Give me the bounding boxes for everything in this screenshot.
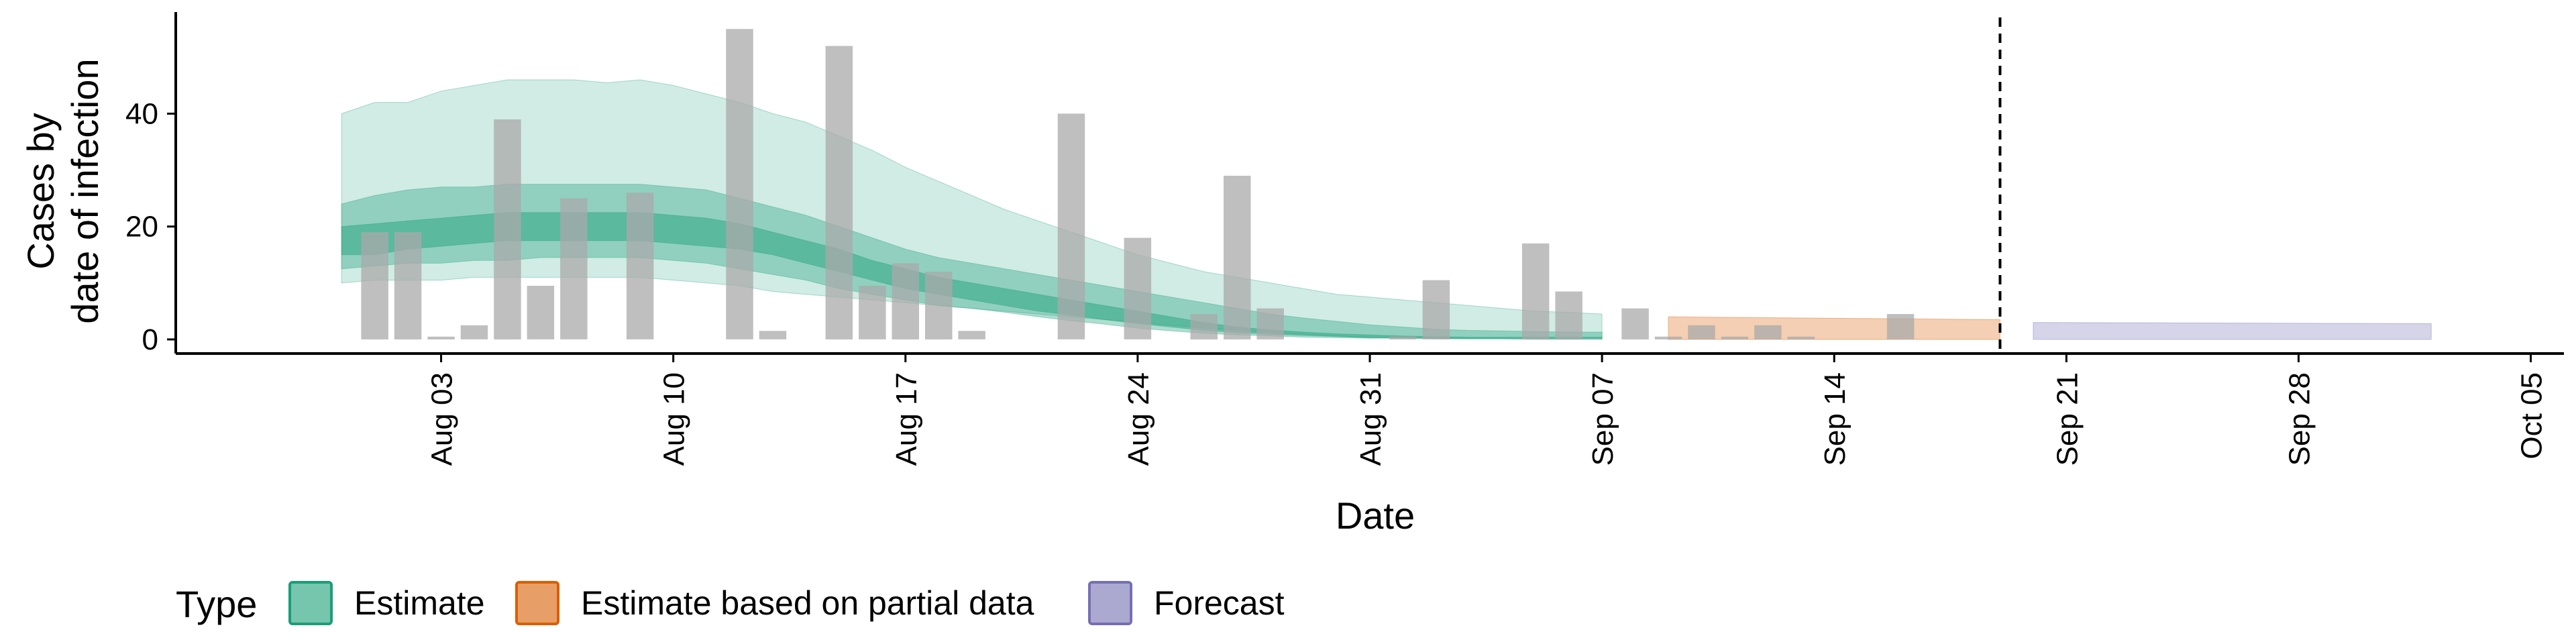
case-bar — [1422, 280, 1450, 339]
legend-title: Type — [176, 583, 257, 625]
case-bar — [1256, 308, 1284, 339]
case-bar — [1389, 336, 1417, 339]
case-bar — [394, 232, 422, 339]
y-axis-title-line-2: date of infection — [64, 58, 106, 323]
case-bar — [1057, 113, 1085, 339]
case-bar — [958, 331, 985, 339]
x-tick-label: Aug 24 — [1122, 372, 1155, 466]
case-bar — [494, 119, 521, 339]
legend: Type Estimate Estimate based on partial … — [176, 581, 1285, 625]
case-bar — [1190, 314, 1218, 339]
legend-key-forecast — [1088, 581, 1132, 625]
case-bar — [726, 29, 753, 339]
legend-label-forecast: Forecast — [1154, 584, 1285, 622]
case-bar — [1124, 237, 1152, 339]
case-bar — [1654, 336, 1682, 339]
case-bar — [925, 272, 953, 339]
legend-item-forecast: Forecast — [1088, 581, 1285, 625]
partial-estimate-band — [1668, 316, 2000, 340]
case-bar — [1224, 176, 1251, 339]
legend-key-estimate — [288, 581, 333, 625]
y-tick-label: 20 — [125, 211, 158, 244]
case-bar — [1621, 308, 1649, 339]
case-bar — [825, 46, 853, 339]
x-tick-label: Aug 17 — [890, 372, 923, 466]
case-bar — [1787, 336, 1815, 339]
forecast-band — [2033, 322, 2432, 340]
x-tick-label: Sep 14 — [1819, 372, 1851, 466]
x-tick-label: Sep 21 — [2051, 372, 2084, 466]
case-bar — [560, 198, 588, 339]
case-bar — [460, 325, 488, 339]
case-bar — [1555, 291, 1582, 339]
x-tick-label: Sep 28 — [2283, 372, 2316, 466]
case-bar — [1721, 336, 1749, 339]
legend-item-estimate: Estimate — [288, 581, 485, 625]
legend-label-partial: Estimate based on partial data — [581, 584, 1034, 622]
estimate-bands — [341, 79, 2432, 340]
case-bar — [626, 193, 654, 339]
legend-item-partial: Estimate based on partial data — [515, 581, 1034, 625]
x-tick-label: Sep 07 — [1587, 372, 1619, 466]
case-bar — [892, 263, 919, 339]
x-tick-label: Aug 10 — [658, 372, 691, 466]
case-bar — [1886, 314, 1915, 339]
case-bar — [1754, 325, 1782, 339]
case-bar — [859, 286, 886, 339]
x-tick-label: Aug 03 — [426, 372, 459, 466]
legend-key-partial — [515, 581, 559, 625]
case-bar — [527, 286, 555, 339]
x-tick-label: Aug 31 — [1354, 372, 1387, 466]
observed-case-bars — [361, 29, 1915, 339]
y-tick-label: 40 — [125, 97, 158, 130]
case-bar — [1521, 243, 1550, 339]
case-bar — [1688, 325, 1715, 339]
y-axis-title-line-1: Cases by — [19, 113, 62, 269]
case-bar — [361, 232, 388, 339]
case-bar — [759, 331, 787, 339]
case-bar — [427, 336, 455, 339]
legend-label-estimate: Estimate — [354, 584, 485, 622]
axes: 0 20 40 Aug 03 Aug 10 Aug 17 Aug 24 Aug 31 Sep 0… — [125, 12, 2564, 466]
y-tick-label: 0 — [142, 323, 158, 356]
x-axis-title: Date — [1336, 494, 1415, 537]
y-axis-title: Cases by date of infection — [19, 58, 106, 323]
x-tick-label: Oct 05 — [2516, 372, 2548, 460]
